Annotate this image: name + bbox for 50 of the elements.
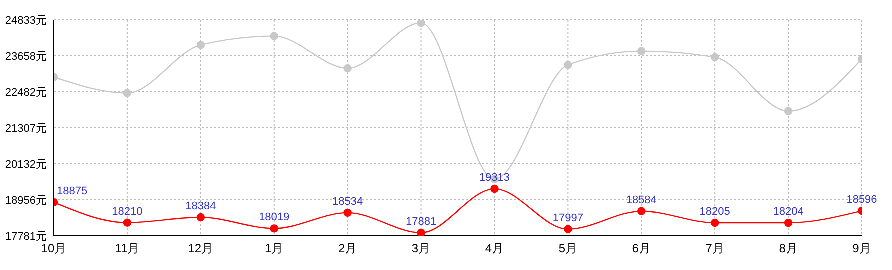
data-label: 18205 bbox=[700, 206, 730, 218]
point bbox=[196, 213, 206, 222]
data-label: 18875 bbox=[57, 185, 88, 198]
y-tick-label: 22482元 bbox=[5, 86, 47, 99]
point bbox=[564, 61, 572, 70]
data-label: 18210 bbox=[112, 206, 143, 218]
y-tick-label: 24833元 bbox=[5, 14, 47, 27]
point bbox=[344, 64, 352, 73]
x-tick-label: 12月 bbox=[188, 242, 214, 256]
data-label: 18019 bbox=[259, 212, 290, 224]
y-tick-label: 20132元 bbox=[5, 158, 47, 171]
x-tick-label: 1月 bbox=[265, 242, 284, 256]
x-tick-label: 3月 bbox=[412, 242, 431, 256]
point bbox=[710, 218, 720, 228]
data-label: 17881 bbox=[406, 216, 437, 228]
y-tick-label: 18956元 bbox=[5, 194, 47, 207]
data-label: 18596 bbox=[846, 194, 878, 206]
point bbox=[196, 41, 206, 50]
point bbox=[270, 32, 278, 40]
data-label: 18384 bbox=[186, 200, 216, 213]
x-tick-label: 8月 bbox=[779, 242, 798, 256]
point bbox=[784, 107, 793, 116]
point bbox=[784, 218, 793, 228]
x-tick-label: 4月 bbox=[485, 242, 504, 256]
x-tick-label: 5月 bbox=[558, 242, 578, 256]
point bbox=[344, 208, 352, 218]
x-tick-label: 6月 bbox=[632, 242, 651, 256]
point bbox=[417, 20, 426, 28]
data-label: 18204 bbox=[773, 206, 804, 218]
data-label: 18534 bbox=[332, 196, 364, 208]
x-tick-label: 2月 bbox=[338, 242, 358, 256]
x-tick-label: 9月 bbox=[852, 242, 872, 256]
x-tick-label: 10月 bbox=[41, 242, 67, 256]
x-tick-label: 7月 bbox=[706, 242, 724, 256]
point bbox=[490, 184, 499, 194]
point bbox=[417, 228, 426, 236]
point bbox=[123, 89, 132, 98]
x-tick-label: 11月 bbox=[115, 242, 140, 256]
data-label: 19313 bbox=[479, 172, 510, 184]
point bbox=[564, 225, 572, 234]
data-label: 18584 bbox=[626, 194, 657, 206]
data-label: 17997 bbox=[552, 212, 584, 224]
y-tick-label: 21307元 bbox=[5, 122, 47, 135]
point bbox=[270, 224, 278, 233]
point bbox=[638, 47, 646, 56]
point bbox=[710, 53, 720, 62]
point bbox=[123, 218, 132, 227]
y-tick-label: 23658元 bbox=[5, 50, 47, 63]
point bbox=[638, 207, 646, 216]
y-tick-label: 17781元 bbox=[5, 230, 47, 243]
